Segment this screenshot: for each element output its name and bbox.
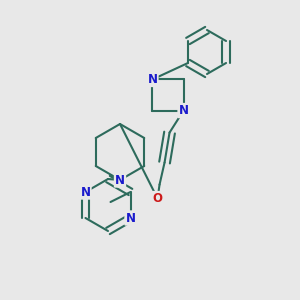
Text: O: O xyxy=(153,192,163,205)
Text: N: N xyxy=(178,104,189,117)
Text: N: N xyxy=(147,73,158,86)
Text: N: N xyxy=(80,185,91,199)
Text: N: N xyxy=(125,212,136,224)
Text: N: N xyxy=(115,173,125,187)
